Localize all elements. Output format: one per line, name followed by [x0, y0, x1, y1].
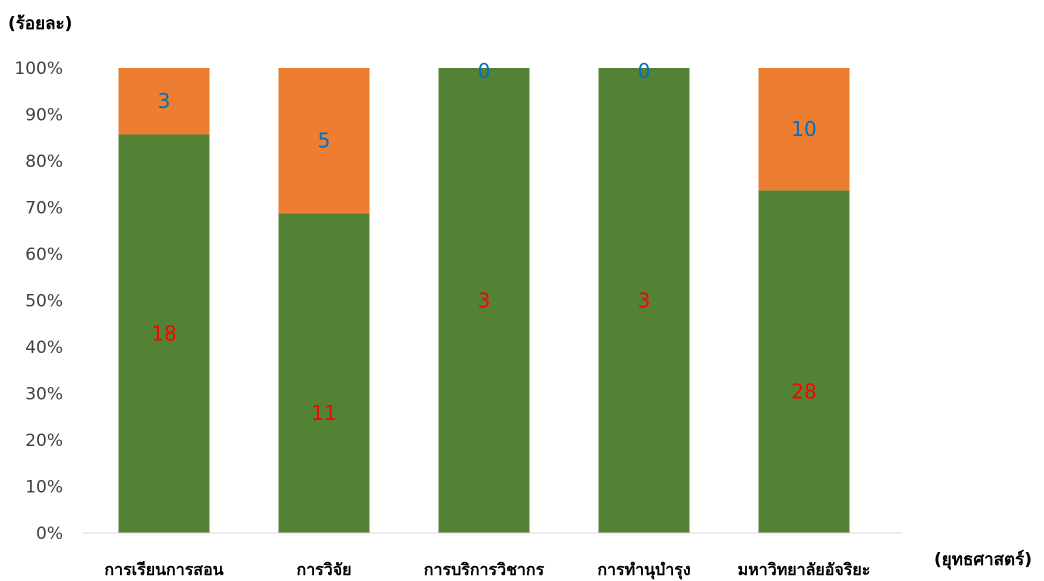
y-tick-label: 100% — [14, 59, 63, 79]
x-tick-label: การบริการวิชากร — [424, 560, 545, 579]
y-tick-label: 80% — [25, 152, 63, 172]
y-axis-title: (ร้อยละ) — [8, 14, 73, 34]
bar-segment-green — [438, 68, 530, 533]
x-tick-label: มหาวิทยาลัยอัจริยะ — [738, 560, 871, 579]
y-tick-label: 70% — [25, 199, 63, 219]
y-tick-label: 10% — [25, 478, 63, 498]
data-label: 3 — [638, 289, 651, 313]
bar-segment-orange — [758, 68, 850, 191]
y-tick-label: 50% — [25, 292, 63, 312]
data-label: 0 — [478, 59, 491, 83]
x-tick-label: การวิจัย — [297, 560, 352, 579]
data-label: 0 — [638, 59, 651, 83]
y-tick-label: 20% — [25, 431, 63, 451]
data-label: 10 — [791, 117, 816, 141]
y-tick-label: 60% — [25, 245, 63, 265]
data-label: 18 — [151, 322, 176, 346]
bar-segment-orange — [118, 68, 210, 135]
data-label: 3 — [478, 289, 491, 313]
bar-segment-green — [758, 190, 850, 534]
data-label: 5 — [318, 129, 331, 153]
bar-segment-orange — [278, 68, 370, 214]
bar-segment-green — [278, 213, 370, 533]
x-axis-title: (ยุทธศาสตร์) — [934, 550, 1032, 570]
x-tick-label: การเรียนการสอน — [104, 560, 223, 579]
y-tick-label: 30% — [25, 385, 63, 405]
bar-segment-green — [118, 134, 210, 533]
data-label: 11 — [311, 401, 336, 425]
y-tick-label: 40% — [25, 338, 63, 358]
data-label: 3 — [158, 89, 171, 113]
data-label: 28 — [791, 380, 816, 404]
x-tick-label: การทำนุบำรุง — [597, 560, 690, 580]
y-tick-label: 0% — [36, 524, 63, 544]
bar-segment-green — [598, 68, 690, 533]
y-tick-label: 90% — [25, 106, 63, 126]
